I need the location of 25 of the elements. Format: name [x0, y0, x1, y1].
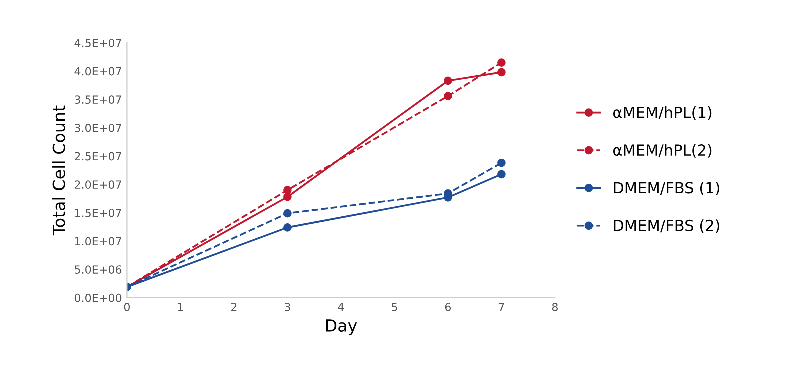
legend-label: αMEM/hPL(1): [613, 106, 712, 120]
y-tick-label: 1.5E+07: [75, 208, 122, 218]
x-tick-label: 1: [178, 303, 184, 312]
y-tick-label: 0.0E+00: [74, 294, 122, 302]
x-axis-title: Day: [326, 320, 358, 336]
y-tick-label: 3.5E+07: [75, 96, 122, 104]
y-tick-label: 4.0E+07: [74, 67, 122, 76]
legend-label: DMEM/FBS (2): [614, 220, 720, 234]
y-tick-label: 1.0E+07: [75, 237, 122, 246]
y-tick-label: 2.5E+07: [75, 152, 122, 161]
x-tick-label: 6: [445, 303, 452, 312]
x-tick-label: 4: [338, 303, 344, 312]
legend-label: DMEM/FBS (1): [614, 182, 720, 196]
y-tick-label: 4.5E+07: [74, 38, 122, 48]
x-tick-label: 8: [552, 303, 558, 312]
y-tick-label: 3.0E+07: [75, 124, 122, 132]
x-tick-label: 7: [499, 303, 504, 312]
x-tick-label: 5: [392, 303, 398, 312]
y-axis-title: Total Cell Count: [52, 106, 66, 236]
x-tick-label: 3: [285, 303, 290, 312]
y-tick-label: 2.0E+07: [75, 180, 122, 190]
legend-label: αMEM/hPL(2): [613, 144, 712, 158]
x-tick-label: 2: [231, 303, 237, 312]
y-tick-label: 5.0E+06: [75, 266, 122, 274]
x-tick-label: 0: [124, 303, 130, 312]
